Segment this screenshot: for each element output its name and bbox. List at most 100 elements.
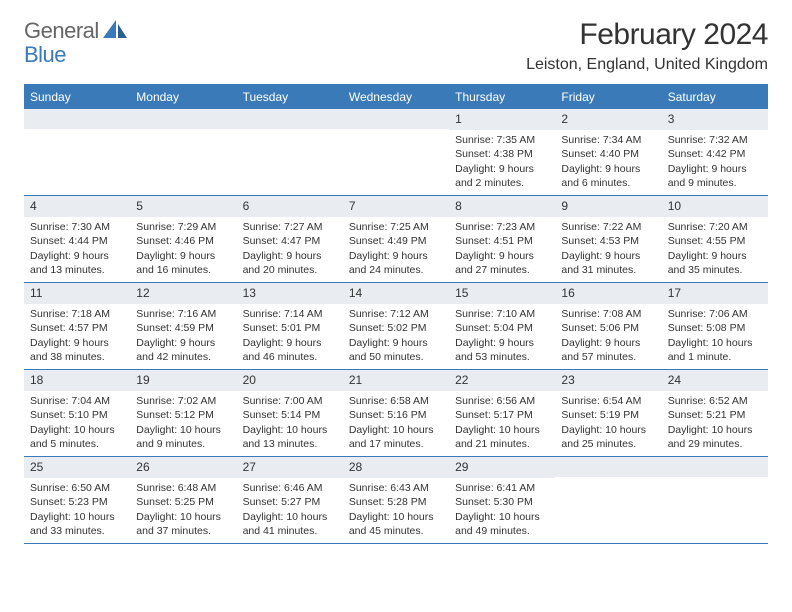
- date-number: [24, 109, 130, 129]
- day-day1: Daylight: 10 hours: [243, 423, 339, 437]
- day-cell: 11 Sunrise: 7:18 AMSunset: 4:57 PMDayligh…: [24, 283, 130, 369]
- day-day1: Daylight: 10 hours: [243, 510, 339, 524]
- day-sunrise: Sunrise: 7:18 AM: [30, 307, 126, 321]
- day-day1: Daylight: 10 hours: [349, 510, 445, 524]
- day-day2: and 21 minutes.: [455, 437, 551, 451]
- day-sunrise: Sunrise: 7:14 AM: [243, 307, 339, 321]
- day-cell: 29Sunrise: 6:41 AMSunset: 5:30 PMDayligh…: [449, 457, 555, 543]
- day-sunrise: Sunrise: 7:27 AM: [243, 220, 339, 234]
- date-number: 18: [24, 370, 130, 391]
- day-day1: Daylight: 9 hours: [136, 249, 232, 263]
- day-day1: Daylight: 10 hours: [136, 423, 232, 437]
- date-number: 5: [130, 196, 236, 217]
- day-day1: Daylight: 9 hours: [668, 249, 764, 263]
- date-number: 3: [662, 109, 768, 130]
- date-number: 17: [662, 283, 768, 304]
- date-number: 4: [24, 196, 130, 217]
- day-sunset: Sunset: 5:27 PM: [243, 495, 339, 509]
- sail-icon: [103, 20, 129, 40]
- day-day1: Daylight: 10 hours: [349, 423, 445, 437]
- day-day1: Daylight: 10 hours: [668, 423, 764, 437]
- date-number: 10: [662, 196, 768, 217]
- weekday-header: Thursday: [449, 86, 555, 109]
- date-number: 24: [662, 370, 768, 391]
- day-day2: and 46 minutes.: [243, 350, 339, 364]
- day-sunrise: Sunrise: 7:12 AM: [349, 307, 445, 321]
- day-sunset: Sunset: 5:06 PM: [561, 321, 657, 335]
- date-number: 14: [343, 283, 449, 304]
- day-day2: and 25 minutes.: [561, 437, 657, 451]
- day-day2: and 5 minutes.: [30, 437, 126, 451]
- day-sunrise: Sunrise: 7:32 AM: [668, 133, 764, 147]
- day-day2: and 9 minutes.: [136, 437, 232, 451]
- date-number: 2: [555, 109, 661, 130]
- brand-word-2: Blue: [24, 42, 66, 68]
- day-sunrise: Sunrise: 6:56 AM: [455, 394, 551, 408]
- day-sunset: Sunset: 4:46 PM: [136, 234, 232, 248]
- day-day1: Daylight: 10 hours: [455, 510, 551, 524]
- date-number: 29: [449, 457, 555, 478]
- day-cell: 4Sunrise: 7:30 AMSunset: 4:44 PMDaylight…: [24, 196, 130, 282]
- date-number: [237, 109, 343, 129]
- weekday-header: Friday: [555, 86, 661, 109]
- day-sunset: Sunset: 4:59 PM: [136, 321, 232, 335]
- date-number: 13: [237, 283, 343, 304]
- day-day1: Daylight: 9 hours: [243, 336, 339, 350]
- day-cell: 10Sunrise: 7:20 AMSunset: 4:55 PMDayligh…: [662, 196, 768, 282]
- day-sunrise: Sunrise: 6:54 AM: [561, 394, 657, 408]
- day-cell: [237, 109, 343, 195]
- day-sunrise: Sunrise: 7:30 AM: [30, 220, 126, 234]
- weekday-header: Wednesday: [343, 86, 449, 109]
- weekday-header: Monday: [130, 86, 236, 109]
- day-cell: [130, 109, 236, 195]
- day-sunset: Sunset: 5:17 PM: [455, 408, 551, 422]
- day-sunrise: Sunrise: 7:16 AM: [136, 307, 232, 321]
- day-cell: 25Sunrise: 6:50 AMSunset: 5:23 PMDayligh…: [24, 457, 130, 543]
- date-number: 11: [24, 283, 130, 304]
- day-day1: Daylight: 10 hours: [561, 423, 657, 437]
- date-number: 9: [555, 196, 661, 217]
- calendar: SundayMondayTuesdayWednesdayThursdayFrid…: [24, 86, 768, 544]
- day-cell: 12Sunrise: 7:16 AMSunset: 4:59 PMDayligh…: [130, 283, 236, 369]
- day-sunrise: Sunrise: 6:48 AM: [136, 481, 232, 495]
- day-day2: and 38 minutes.: [30, 350, 126, 364]
- day-sunset: Sunset: 4:51 PM: [455, 234, 551, 248]
- date-number: 7: [343, 196, 449, 217]
- day-sunrise: Sunrise: 7:35 AM: [455, 133, 551, 147]
- day-cell: 27Sunrise: 6:46 AMSunset: 5:27 PMDayligh…: [237, 457, 343, 543]
- day-cell: 15Sunrise: 7:10 AMSunset: 5:04 PMDayligh…: [449, 283, 555, 369]
- day-sunset: Sunset: 5:10 PM: [30, 408, 126, 422]
- day-sunrise: Sunrise: 7:22 AM: [561, 220, 657, 234]
- date-number: 16: [555, 283, 661, 304]
- weekday-header: Sunday: [24, 86, 130, 109]
- date-number: 27: [237, 457, 343, 478]
- date-number: [555, 457, 661, 477]
- brand-logo: General: [24, 18, 129, 44]
- day-day1: Daylight: 9 hours: [30, 336, 126, 350]
- day-day1: Daylight: 10 hours: [455, 423, 551, 437]
- day-sunset: Sunset: 5:02 PM: [349, 321, 445, 335]
- day-day1: Daylight: 9 hours: [561, 336, 657, 350]
- day-day2: and 41 minutes.: [243, 524, 339, 538]
- day-cell: 26Sunrise: 6:48 AMSunset: 5:25 PMDayligh…: [130, 457, 236, 543]
- day-sunrise: Sunrise: 7:25 AM: [349, 220, 445, 234]
- day-sunset: Sunset: 4:38 PM: [455, 147, 551, 161]
- day-sunset: Sunset: 5:04 PM: [455, 321, 551, 335]
- weekday-header: Saturday: [662, 86, 768, 109]
- week-row: 1Sunrise: 7:35 AMSunset: 4:38 PMDaylight…: [24, 109, 768, 196]
- day-sunrise: Sunrise: 7:02 AM: [136, 394, 232, 408]
- date-number: 23: [555, 370, 661, 391]
- day-cell: 18Sunrise: 7:04 AMSunset: 5:10 PMDayligh…: [24, 370, 130, 456]
- day-cell: 13Sunrise: 7:14 AMSunset: 5:01 PMDayligh…: [237, 283, 343, 369]
- day-sunrise: Sunrise: 7:08 AM: [561, 307, 657, 321]
- day-day2: and 16 minutes.: [136, 263, 232, 277]
- week-row: 4Sunrise: 7:30 AMSunset: 4:44 PMDaylight…: [24, 196, 768, 283]
- day-cell: [343, 109, 449, 195]
- day-day1: Daylight: 9 hours: [30, 249, 126, 263]
- day-day1: Daylight: 9 hours: [668, 162, 764, 176]
- day-day2: and 33 minutes.: [30, 524, 126, 538]
- day-sunset: Sunset: 4:57 PM: [30, 321, 126, 335]
- day-day1: Daylight: 9 hours: [243, 249, 339, 263]
- calendar-body: 1Sunrise: 7:35 AMSunset: 4:38 PMDaylight…: [24, 109, 768, 544]
- day-sunset: Sunset: 5:12 PM: [136, 408, 232, 422]
